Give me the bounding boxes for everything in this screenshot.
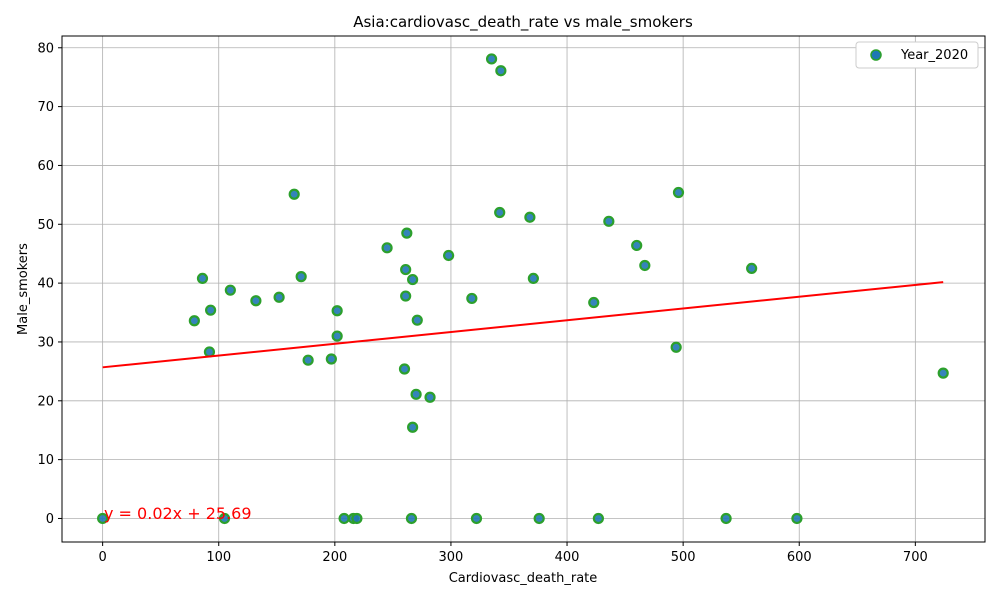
data-point <box>224 284 236 296</box>
data-point <box>485 53 498 65</box>
plot-frame <box>61 35 986 543</box>
x-tick-label: 100 <box>206 550 231 565</box>
data-point <box>351 512 363 525</box>
data-point <box>381 242 393 254</box>
data-point <box>405 512 418 525</box>
y-tick-label: 0 <box>46 512 54 527</box>
data-point <box>533 512 545 525</box>
y-tick-label: 30 <box>37 335 54 350</box>
y-tick-label: 70 <box>37 100 54 115</box>
data-point <box>588 296 600 309</box>
y-tick-label: 50 <box>37 218 54 233</box>
data-point <box>205 304 217 316</box>
y-tick-label: 60 <box>37 159 54 174</box>
data-point <box>410 388 422 400</box>
data-point <box>400 263 412 276</box>
data-point <box>639 259 651 272</box>
data-point <box>188 315 200 327</box>
data-point <box>250 295 262 307</box>
data-point <box>302 354 314 366</box>
data-point <box>494 206 506 219</box>
data-point <box>470 512 483 525</box>
data-point <box>401 227 413 239</box>
x-tick-label: 0 <box>98 550 106 565</box>
x-tick-label: 400 <box>555 550 580 565</box>
data-point <box>325 353 337 365</box>
regression-equation: y = 0.02x + 25.69 <box>104 504 252 523</box>
data-point <box>288 188 300 200</box>
grid-lines <box>62 36 985 542</box>
y-tick-label: 20 <box>37 394 54 409</box>
regression-line-group <box>102 281 944 369</box>
chart-title: Asia:cardiovasc_death_rate vs male_smoke… <box>353 13 693 32</box>
y-axis-title: Male_smokers <box>16 243 31 335</box>
data-point <box>466 292 478 305</box>
data-point <box>196 272 209 285</box>
data-point <box>398 363 411 375</box>
legend-box <box>855 41 979 69</box>
legend-label: Year_2020 <box>900 48 968 63</box>
data-point <box>791 512 803 525</box>
y-tick-label: 40 <box>37 277 54 292</box>
x-axis-title: Cardiovasc_death_rate <box>449 571 598 586</box>
y-axis-ticks: 0 10 20 30 40 50 60 70 80 <box>37 41 62 527</box>
data-point <box>331 305 343 317</box>
x-tick-label: 500 <box>671 550 696 565</box>
x-tick-label: 300 <box>439 550 464 565</box>
data-point <box>746 262 758 275</box>
data-point <box>527 272 539 285</box>
data-point <box>631 239 643 252</box>
x-tick-label: 200 <box>322 550 347 565</box>
data-point <box>273 291 285 303</box>
legend-marker <box>870 49 882 61</box>
y-tick-label: 10 <box>37 453 54 468</box>
x-tick-label: 600 <box>787 550 812 565</box>
data-point <box>495 65 507 77</box>
data-point <box>400 290 412 302</box>
data-point <box>218 512 231 525</box>
data-point <box>443 249 455 262</box>
data-point <box>338 512 350 525</box>
data-point <box>524 211 536 223</box>
scatter-points <box>97 53 949 525</box>
x-axis-ticks: 0 100 200 300 400 500 600 700 <box>98 542 928 565</box>
data-point <box>295 271 307 283</box>
data-point <box>424 391 436 403</box>
data-point <box>603 215 615 227</box>
data-point <box>203 346 216 358</box>
regression-line <box>102 281 944 369</box>
x-tick-label: 700 <box>903 550 928 565</box>
data-point <box>411 314 423 326</box>
data-point <box>720 512 732 525</box>
data-point <box>937 367 949 379</box>
data-point <box>331 330 343 342</box>
data-point <box>670 341 682 353</box>
data-point <box>407 421 419 433</box>
data-point <box>592 512 604 525</box>
data-point <box>97 512 109 525</box>
y-tick-label: 80 <box>37 41 54 56</box>
legend: Year_2020 <box>855 41 979 69</box>
plot-area <box>62 36 985 542</box>
data-point <box>672 186 685 199</box>
data-point <box>407 273 419 286</box>
